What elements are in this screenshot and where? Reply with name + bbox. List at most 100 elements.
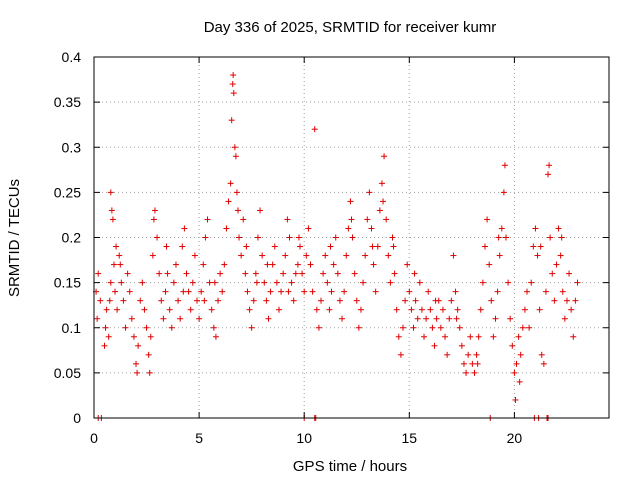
data-point [118,279,125,286]
data-point [364,216,371,223]
data-point [139,279,146,286]
data-point [212,333,219,340]
data-point [572,297,579,304]
data-point [234,207,241,214]
data-point [265,315,272,322]
data-point [128,315,135,322]
data-point [196,315,203,322]
data-point [297,243,303,250]
data-point [130,333,137,340]
data-point [474,360,481,367]
data-point [151,207,158,214]
data-point [228,117,235,124]
data-point [481,243,488,250]
data-point [416,279,423,286]
x-axis-label: GPS time / hours [293,458,407,475]
data-point [511,369,518,376]
data-point [95,270,102,277]
data-point [103,306,110,313]
data-point [309,288,316,295]
data-point [187,306,194,313]
data-point [532,225,539,232]
data-point [411,270,418,277]
data-point [393,306,400,313]
data-point [446,315,453,322]
data-point [336,297,343,304]
data-point [389,234,396,241]
data-point [545,171,552,178]
y-tick-label: 0.25 [54,184,81,200]
data-point [490,333,497,340]
data-point [557,252,564,259]
data-point [217,270,224,277]
data-point [232,153,239,160]
data-point [559,288,566,295]
data-point [240,216,247,223]
data-point [505,279,512,286]
data-point [327,243,334,250]
data-point [280,270,287,277]
data-point [177,315,184,322]
data-point [465,351,472,358]
data-point [412,297,419,304]
data-point [387,279,394,286]
data-point [378,180,385,187]
x-tick-label: 20 [507,430,523,446]
data-point [313,306,320,313]
data-point [285,288,292,295]
data-point [524,288,531,295]
data-point [223,225,230,232]
data-point [108,207,115,214]
data-point [215,297,222,304]
data-point [320,270,327,277]
data-point [145,351,152,358]
y-tick-label: 0.2 [62,230,82,246]
data-point [551,297,558,304]
data-point [134,369,141,376]
data-point [475,333,482,340]
data-point [271,243,278,250]
data-point [230,90,237,97]
data-point [326,306,333,313]
data-point [503,234,509,241]
data-point [369,243,376,250]
data-point [349,234,356,241]
data-point [194,297,200,304]
data-point [278,288,285,295]
data-point [198,288,205,295]
data-point [374,243,381,250]
data-point [168,324,175,331]
data-point [204,216,211,223]
data-point [185,288,192,295]
data-point [537,243,544,250]
data-point [294,261,301,268]
data-point [516,378,523,385]
data-point [307,261,314,268]
data-point [425,288,432,295]
data-point [109,216,116,223]
data-point [563,297,570,304]
data-point [206,279,213,286]
data-point [328,288,335,295]
data-point [546,162,553,169]
data-point [322,252,329,259]
points-layer [93,72,581,421]
data-point [515,333,522,340]
data-point [330,261,337,268]
data-point [290,297,297,304]
data-point [488,297,495,304]
data-point [427,306,434,313]
data-point [253,279,260,286]
data-point [542,288,549,295]
data-point [530,243,537,250]
y-tick-label: 0.15 [54,275,81,291]
data-point [437,324,444,331]
data-point [380,198,387,205]
data-point [172,261,179,268]
data-point [376,207,383,214]
data-point [534,252,541,259]
data-point [156,270,163,277]
data-point [486,261,493,268]
data-point [179,243,186,250]
